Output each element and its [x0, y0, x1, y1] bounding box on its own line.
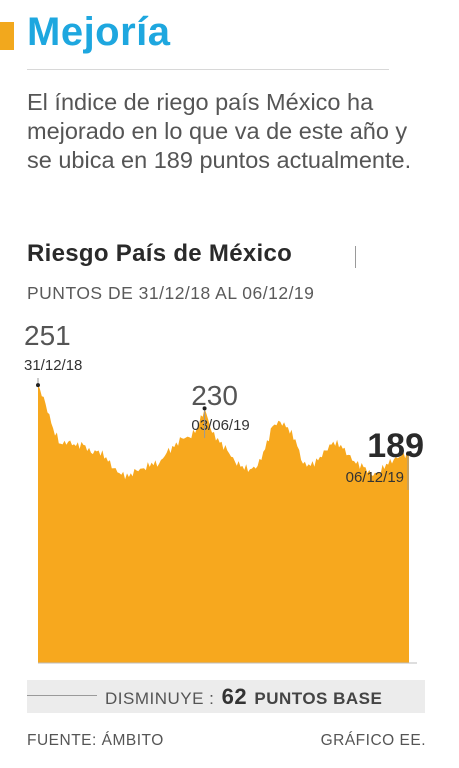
change-summary-rule — [27, 695, 97, 696]
change-value: 62 — [221, 684, 248, 709]
series-area — [38, 385, 409, 663]
annotation-point — [406, 451, 410, 456]
change-label: DISMINUYE : — [105, 689, 215, 708]
change-summary: DISMINUYE : 62 PUNTOS BASE — [105, 684, 382, 710]
chart-subtitle: PUNTOS DE 31/12/18 AL 06/12/19 — [27, 283, 315, 303]
annotation-value: 230 — [191, 380, 238, 411]
annotation-date: 03/06/19 — [191, 417, 249, 434]
accent-bar — [0, 22, 14, 50]
chart-title: Riesgo País de México — [27, 240, 293, 267]
change-summary-box — [27, 680, 425, 713]
change-unit: PUNTOS BASE — [254, 689, 383, 708]
annotation-date: 06/12/19 — [346, 469, 404, 486]
annotation-point — [202, 406, 207, 411]
headline-divider — [27, 69, 389, 70]
graphic-credit: GRÁFICO EE. — [320, 732, 426, 749]
area-chart: 251 31/12/18 230 03/06/19 189 06/12/19 — [24, 320, 424, 664]
title-divider — [355, 246, 356, 268]
annotation-point — [36, 383, 40, 388]
source-credit: FUENTE: ÁMBITO — [27, 732, 164, 749]
annotation-date: 31/12/18 — [24, 357, 82, 374]
headline: Mejoría — [27, 10, 171, 54]
lede-paragraph: El índice de riego país México ha mejora… — [27, 89, 412, 173]
annotation-value: 189 — [367, 427, 424, 465]
annotation-value: 251 — [24, 320, 71, 351]
